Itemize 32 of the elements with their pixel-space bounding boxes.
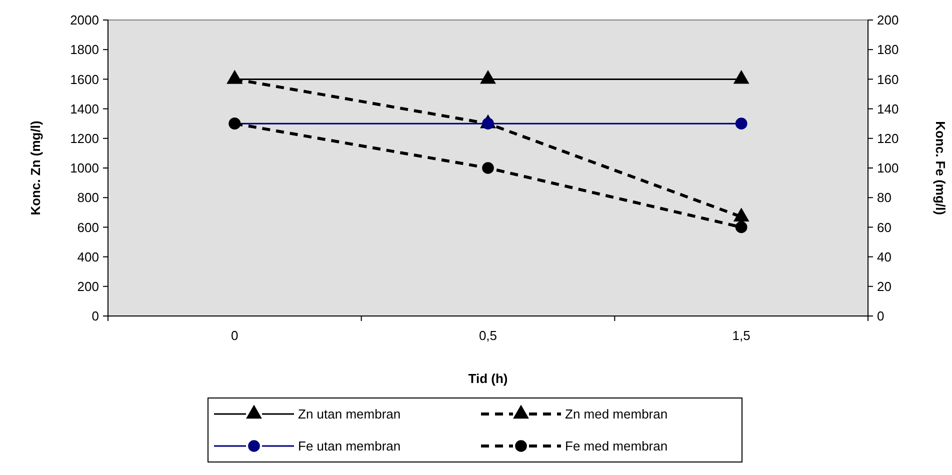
x-tick-label: 0,5 xyxy=(478,328,498,343)
y-tick-label: 400 xyxy=(77,249,99,264)
y2-tick-label: 40 xyxy=(877,249,892,264)
y2-axis-title: Konc. Fe (mg/l) xyxy=(933,121,948,215)
x-tick-label: 0 xyxy=(231,328,238,343)
legend-label: Zn med membran xyxy=(565,406,668,422)
y2-tick-label: 160 xyxy=(877,72,899,87)
y-axis-title: Konc. Zn (mg/l) xyxy=(28,120,43,216)
y2-tick-label: 20 xyxy=(877,278,892,294)
y-tick-label: 800 xyxy=(77,190,99,206)
legend-label: Fe med membran xyxy=(565,438,668,454)
y-tick-label: 1000 xyxy=(70,160,99,176)
y-tick-label: 1200 xyxy=(70,130,99,146)
x-tick-label: 1,5 xyxy=(732,328,750,343)
y2-tick-label: 120 xyxy=(877,130,899,146)
y-tick-label: 600 xyxy=(77,220,99,235)
y2-tick-label: 180 xyxy=(877,42,899,58)
y-tick-label: 200 xyxy=(77,278,99,294)
y-tick-label: 2000 xyxy=(70,12,99,28)
x-axis-title: Tid (h) xyxy=(468,371,508,386)
y2-tick-label: 60 xyxy=(877,220,892,235)
y-tick-label: 0 xyxy=(92,308,99,324)
y2-tick-label: 140 xyxy=(877,101,899,116)
legend-label: Fe utan membran xyxy=(298,438,401,454)
y-tick-label: 1800 xyxy=(70,42,99,58)
y2-tick-label: 100 xyxy=(877,160,899,176)
y2-tick-label: 0 xyxy=(877,308,884,324)
y-tick-label: 1400 xyxy=(70,101,99,116)
legend-label: Zn utan membran xyxy=(298,406,401,422)
y2-tick-label: 80 xyxy=(877,190,892,206)
y-tick-label: 1600 xyxy=(70,72,99,87)
y2-tick-label: 200 xyxy=(877,12,899,28)
